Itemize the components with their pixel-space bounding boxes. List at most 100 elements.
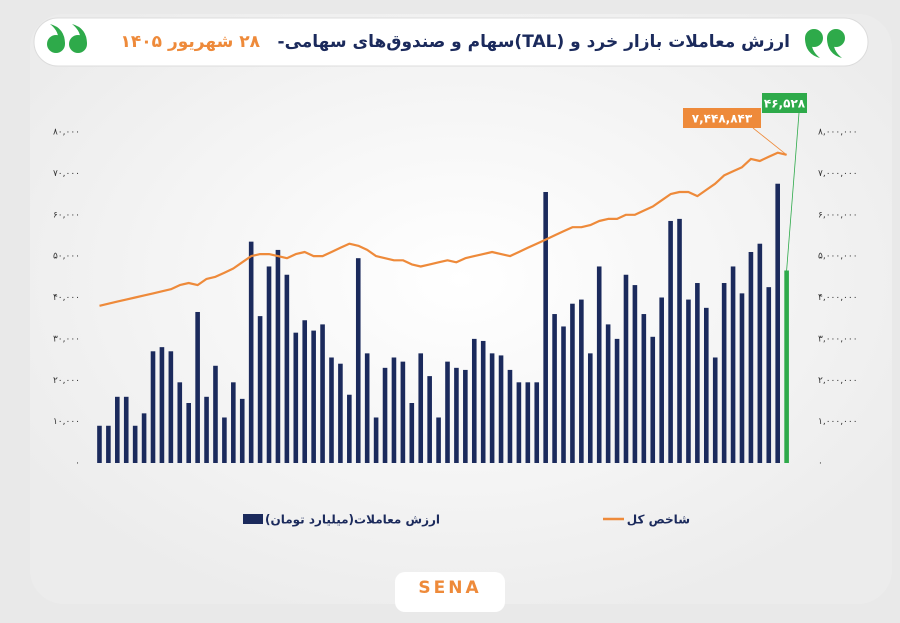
bar xyxy=(123,396,129,463)
bar xyxy=(150,351,156,463)
bar xyxy=(543,191,548,463)
y-tick-label: ۷۰,۰۰۰ xyxy=(53,169,80,179)
y2-tick-label: ۶,۰۰۰,۰۰۰ xyxy=(818,210,858,220)
bar xyxy=(257,316,263,463)
bar xyxy=(373,417,379,463)
bar xyxy=(195,311,200,463)
bar xyxy=(632,285,638,463)
y2-tick-label: ۲,۰۰۰,۰۰۰ xyxy=(818,376,858,386)
y-tick-label: ۵۰,۰۰۰ xyxy=(53,252,80,262)
bar xyxy=(400,361,406,463)
bar xyxy=(721,283,727,463)
bar xyxy=(115,396,120,463)
bar xyxy=(391,357,397,463)
bar xyxy=(668,220,673,463)
bar xyxy=(141,413,147,463)
bar xyxy=(355,258,361,463)
bar xyxy=(489,353,495,463)
bar xyxy=(266,266,272,463)
bar xyxy=(748,251,754,463)
bar xyxy=(382,367,388,463)
bar xyxy=(695,283,700,463)
bar xyxy=(516,382,522,463)
bar xyxy=(587,353,593,463)
quote-icon-left xyxy=(47,24,87,53)
bar xyxy=(231,382,236,463)
bar xyxy=(454,367,459,463)
bar xyxy=(739,293,745,463)
bar xyxy=(534,382,540,463)
chart-title: ارزش معاملات بازار خرد و (TAL)سهام و صند… xyxy=(278,32,790,52)
callout-line xyxy=(786,112,800,271)
bar xyxy=(293,332,299,463)
bar xyxy=(552,314,557,463)
y-tick-label: ۱۰,۰۰۰ xyxy=(53,417,80,427)
bar xyxy=(239,398,245,463)
bar xyxy=(204,396,209,463)
bar xyxy=(409,403,415,463)
bar xyxy=(507,369,513,463)
bar xyxy=(596,266,602,463)
y2-tick-label: ۷,۰۰۰,۰۰۰ xyxy=(818,169,858,179)
line xyxy=(99,151,787,307)
bar xyxy=(766,287,772,463)
bar xyxy=(480,340,486,463)
bar xyxy=(650,336,656,463)
value-label: ۷,۴۴۸,۸۴۳ xyxy=(692,112,753,126)
bar xyxy=(641,314,647,463)
bar xyxy=(659,297,664,463)
bar xyxy=(570,303,575,463)
bar xyxy=(686,299,691,463)
y2-tick-label: ۰ xyxy=(818,459,823,469)
value-label-box xyxy=(683,108,761,128)
value-label-box xyxy=(762,93,807,113)
y2-tick-label: ۳,۰۰۰,۰۰۰ xyxy=(818,334,858,344)
card xyxy=(30,14,892,604)
bar xyxy=(712,357,718,463)
y-tick-label: ۲۰,۰۰۰ xyxy=(53,376,80,386)
bar xyxy=(525,382,531,463)
bar xyxy=(177,382,183,463)
logo: SENA xyxy=(418,578,481,598)
bar xyxy=(605,324,611,463)
bar xyxy=(427,376,432,463)
y-tick-label: ۳۰,۰۰۰ xyxy=(53,334,80,344)
bar xyxy=(364,353,370,463)
value-label: ۴۶,۵۲۸ xyxy=(764,97,806,111)
bar xyxy=(471,338,477,463)
y2-tick-label: ۵,۰۰۰,۰۰۰ xyxy=(818,252,858,262)
bar xyxy=(623,274,629,463)
bar xyxy=(222,417,227,463)
chart-date: ۲۸ شهریور ۱۴۰۵ xyxy=(121,32,261,52)
bar xyxy=(275,249,281,463)
legend-swatch-bar xyxy=(243,514,263,524)
quote-icon-right xyxy=(805,29,845,58)
bar xyxy=(775,183,780,463)
bar xyxy=(784,270,789,463)
bar xyxy=(284,274,290,463)
bar xyxy=(463,369,468,463)
bar xyxy=(677,218,682,463)
bar xyxy=(445,361,450,463)
bar xyxy=(106,425,111,463)
bar xyxy=(159,347,165,463)
y-tick-label: ۶۰,۰۰۰ xyxy=(53,210,80,220)
bar xyxy=(418,353,424,463)
bar xyxy=(97,425,102,463)
bar xyxy=(311,330,316,463)
bar xyxy=(498,355,504,463)
header-band xyxy=(33,17,869,67)
logo-box xyxy=(395,572,505,612)
bar xyxy=(579,299,584,463)
y-tick-label: ۰ xyxy=(75,459,80,469)
bar xyxy=(561,326,566,463)
y2-tick-label: ۴,۰۰۰,۰۰۰ xyxy=(818,293,858,303)
bar xyxy=(329,357,334,463)
bar xyxy=(248,241,254,463)
y2-tick-label: ۱,۰۰۰,۰۰۰ xyxy=(818,417,858,427)
legend-label: شاخص کل xyxy=(627,513,690,527)
callout-line xyxy=(752,127,787,156)
bar xyxy=(168,351,174,463)
bar xyxy=(614,338,620,463)
